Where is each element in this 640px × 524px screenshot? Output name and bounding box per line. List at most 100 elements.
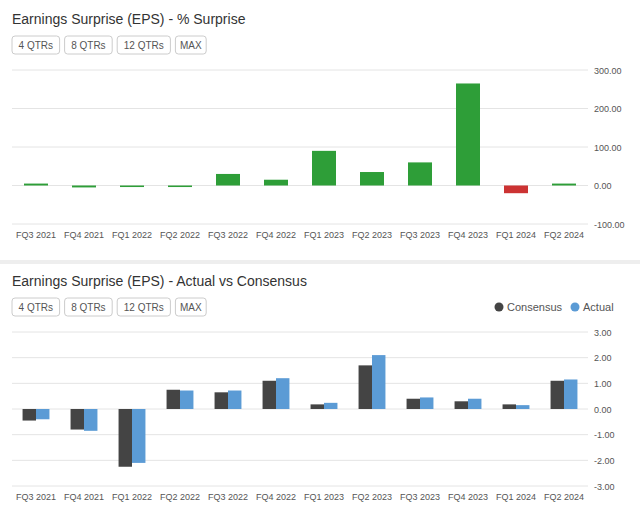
bar — [168, 186, 192, 188]
bar — [23, 409, 36, 421]
bar — [24, 184, 48, 186]
bar — [84, 409, 97, 431]
bar — [503, 404, 516, 409]
grid-line — [12, 486, 588, 487]
x-tick-label: FQ1 2022 — [112, 230, 152, 240]
y-tick-label: -100.00 — [594, 220, 625, 230]
bar — [407, 399, 420, 409]
grid-line — [12, 70, 588, 71]
x-tick-label: FQ4 2023 — [448, 230, 488, 240]
range-button-label: 12 QTRs — [124, 302, 164, 313]
legend: ConsensusActual — [495, 301, 614, 313]
y-tick-label: 2.00 — [594, 353, 612, 363]
x-tick-label: FQ2 2023 — [352, 230, 392, 240]
range-button-label: MAX — [180, 302, 202, 313]
bar — [167, 390, 180, 409]
grid-line — [12, 224, 588, 225]
x-tick-label: FQ2 2022 — [160, 492, 200, 502]
bar — [359, 365, 372, 409]
x-tick-label: FQ1 2023 — [304, 230, 344, 240]
chart-panel: Earnings Surprise (EPS) - % Surprise 4 QT… — [12, 11, 625, 240]
x-tick-label: FQ3 2022 — [208, 230, 248, 240]
x-tick-label: FQ4 2021 — [64, 492, 104, 502]
x-tick-label: FQ4 2022 — [256, 230, 296, 240]
chart-canvas: Earnings Surprise (EPS) - % Surprise 4 QT… — [0, 0, 640, 524]
bar — [119, 409, 132, 467]
bar — [360, 172, 384, 185]
range-button — [175, 36, 206, 54]
bars — [24, 83, 576, 193]
bar — [455, 401, 468, 409]
bar — [276, 378, 289, 409]
y-tick-label: -1.00 — [594, 430, 615, 440]
legend-swatch — [495, 303, 504, 312]
grid-line — [12, 108, 588, 109]
x-tick-label: FQ2 2022 — [160, 230, 200, 240]
grid-line — [12, 460, 588, 461]
y-tick-label: 0.00 — [594, 181, 612, 191]
x-tick-label: FQ2 2023 — [352, 492, 392, 502]
x-tick-label: FQ3 2021 — [16, 230, 56, 240]
y-tick-label: 3.00 — [594, 328, 612, 338]
chart-panel: Earnings Surprise (EPS) - Actual vs Cons… — [0, 262, 640, 502]
y-tick-label: -3.00 — [594, 482, 615, 492]
x-tick-label: FQ2 2024 — [544, 492, 584, 502]
bar — [264, 180, 288, 186]
x-tick-label: FQ3 2021 — [16, 492, 56, 502]
y-tick-label: 200.00 — [594, 104, 622, 114]
bar — [311, 404, 324, 409]
bar — [551, 381, 564, 409]
y-tick-label: 0.00 — [594, 405, 612, 415]
range-button-label: 4 QTRs — [19, 302, 53, 313]
grid-line — [12, 383, 588, 384]
bar — [564, 379, 577, 409]
bar — [263, 381, 276, 409]
legend-swatch — [571, 303, 580, 312]
bar — [180, 391, 193, 409]
bar — [216, 174, 240, 186]
x-tick-label: FQ3 2022 — [208, 492, 248, 502]
bar — [36, 409, 49, 419]
bar — [468, 399, 481, 409]
legend-label: Actual — [583, 301, 614, 313]
range-button-label: MAX — [180, 40, 202, 51]
x-tick-label: FQ3 2023 — [400, 492, 440, 502]
bar — [72, 186, 96, 188]
chart-title: Earnings Surprise (EPS) - % Surprise — [12, 11, 246, 27]
bar — [456, 83, 480, 185]
bar — [552, 184, 576, 186]
chart-title: Earnings Surprise (EPS) - Actual vs Cons… — [12, 273, 307, 289]
bar — [516, 405, 529, 409]
bar — [420, 397, 433, 409]
grid-line — [12, 332, 588, 333]
x-tick-label: FQ1 2024 — [496, 492, 536, 502]
grid-line — [12, 409, 588, 410]
y-tick-label: 300.00 — [594, 66, 622, 76]
range-button-label: 12 QTRs — [124, 40, 164, 51]
grid-line — [12, 434, 588, 435]
y-tick-label: -2.00 — [594, 456, 615, 466]
grid-line — [12, 357, 588, 358]
grid-line — [12, 185, 588, 186]
bar — [408, 162, 432, 185]
bar — [132, 409, 145, 463]
x-tick-label: FQ3 2023 — [400, 230, 440, 240]
range-button — [117, 36, 170, 54]
range-button — [12, 36, 60, 54]
panel-divider — [0, 260, 640, 264]
bar — [504, 186, 528, 194]
range-button — [65, 298, 113, 316]
bar — [372, 355, 385, 409]
range-button — [117, 298, 170, 316]
bar — [312, 151, 336, 186]
x-tick-label: FQ2 2024 — [544, 230, 584, 240]
bar — [120, 186, 144, 188]
x-tick-label: FQ4 2022 — [256, 492, 296, 502]
x-tick-label: FQ1 2023 — [304, 492, 344, 502]
range-button — [175, 298, 206, 316]
x-tick-label: FQ4 2023 — [448, 492, 488, 502]
x-tick-label: FQ1 2022 — [112, 492, 152, 502]
range-button — [65, 36, 113, 54]
x-tick-label: FQ4 2021 — [64, 230, 104, 240]
range-button-label: 4 QTRs — [19, 40, 53, 51]
